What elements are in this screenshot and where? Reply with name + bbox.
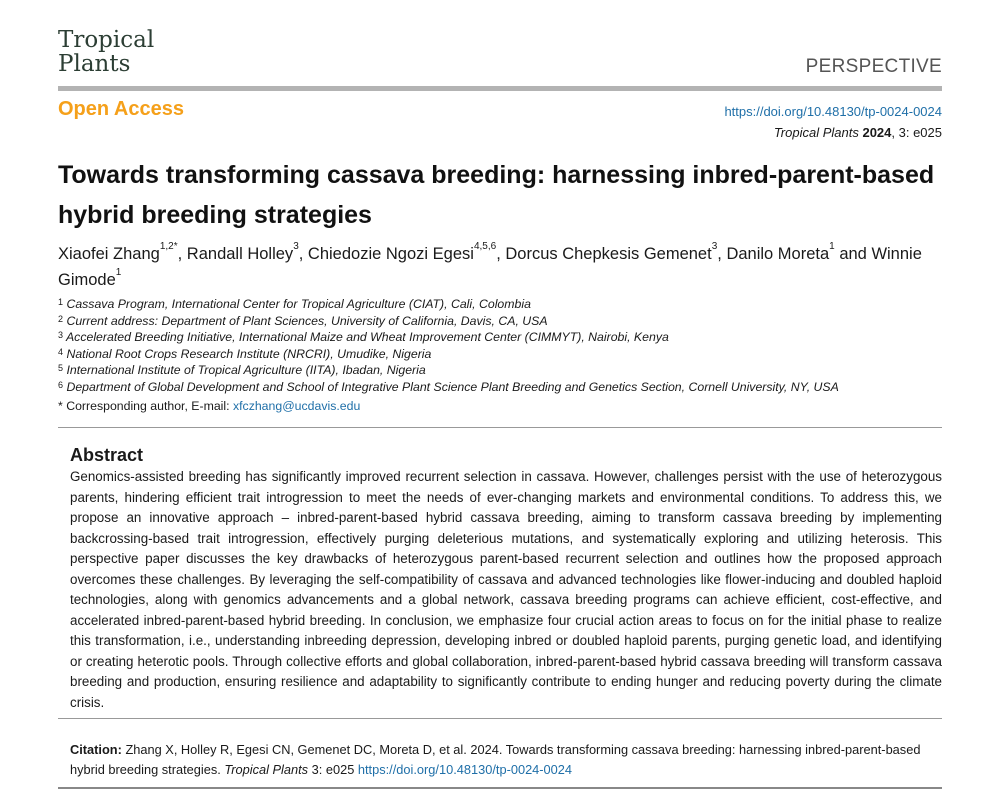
affiliation-item: 2 Current address: Department of Plant S… (58, 313, 942, 330)
citation-journal: Tropical Plants (224, 762, 309, 777)
affiliation-number: 1 (58, 297, 64, 307)
abstract-bottom-divider (58, 718, 942, 719)
author-name: Winnie Gimode (58, 245, 922, 289)
affiliation-item: 3 Accelerated Breeding Initiative, Inter… (58, 329, 942, 346)
citation-doi-link[interactable]: https://doi.org/10.48130/tp-0024-0024 (357, 762, 573, 777)
email-link[interactable]: xfczhang@ucdavis.edu (232, 398, 361, 413)
author-name: Chiedozie Ngozi Egesi (307, 245, 474, 263)
header-divider (58, 86, 942, 91)
affiliation-text: Accelerated Breeding Initiative, Interna… (65, 330, 669, 345)
affiliation-text: International Institute of Tropical Agri… (66, 363, 426, 378)
affiliations: 1 Cassava Program, International Center … (58, 296, 942, 414)
open-access-label: Open Access (58, 98, 184, 120)
logo-line: Plants (58, 51, 131, 77)
affiliation-number: 6 (58, 379, 64, 390)
author-name: Dorcus Chepkesis Gemenet (505, 245, 712, 263)
affiliation-text: Cassava Program, International Center fo… (66, 297, 531, 311)
year: 2024 (862, 125, 892, 140)
affiliation-item: 4 National Root Crops Research Institute… (58, 346, 942, 363)
affiliation-item: 5 International Institute of Tropical Ag… (58, 362, 942, 379)
citation-label: Citation: (70, 742, 122, 757)
corresponding-label: * Corresponding author, E-mail: (58, 398, 233, 413)
author-name: Xiaofei Zhang (58, 245, 160, 263)
affiliation-number: 2 (58, 313, 64, 324)
corresponding-author: * Corresponding author, E-mail: xfczhang… (58, 398, 942, 415)
author-list: Xiaofei Zhang1,2*, Randall Holley3, Chie… (58, 241, 922, 290)
author-affiliation-sup: 3 (711, 241, 718, 252)
author-affiliation-sup: 1 (829, 241, 835, 252)
journal-name: Tropical Plants (773, 125, 859, 140)
abstract-heading: Abstract (70, 445, 144, 465)
article-title: Towards transforming cassava breeding: h… (58, 161, 935, 229)
journal-logo: Tropical Plants (58, 28, 154, 76)
affiliation-number: 3 (58, 330, 64, 341)
abstract-text: Genomics-assisted breeding has significa… (70, 469, 942, 710)
affiliation-item: 6 Department of Global Development and S… (58, 379, 942, 396)
citation-text: Zhang X, Holley R, Egesi CN, Gemenet DC,… (70, 742, 921, 777)
author-name: Randall Holley (186, 245, 294, 263)
volume: , 3: e025 (891, 125, 942, 140)
author-affiliation-sup: 1,2* (159, 241, 178, 252)
affiliation-number: 5 (58, 363, 64, 374)
article-type: PERSPECTIVE (805, 56, 942, 77)
logo-line: Tropical (58, 27, 155, 53)
journal-reference: Tropical Plants 2024, 3: e025 (774, 125, 942, 140)
author-affiliation-sup: 1 (115, 267, 122, 278)
affiliation-text: Current address: Department of Plant Sci… (66, 313, 548, 328)
doi-link[interactable]: https://doi.org/10.48130/tp-0024-0024 (724, 104, 942, 119)
author-affiliation-sup: 3 (293, 241, 299, 252)
citation: Citation: Zhang X, Holley R, Egesi CN, G… (70, 740, 942, 780)
footer-divider (58, 787, 942, 789)
affiliation-number: 4 (58, 346, 64, 357)
affiliation-text: National Root Crops Research Institute (… (66, 346, 432, 361)
author-name: Danilo Moreta (726, 245, 830, 263)
authors-and: and (839, 245, 867, 263)
author-affiliation-sup: 4,5,6 (473, 241, 497, 252)
abstract-top-divider (58, 427, 942, 428)
affiliation-text: Department of Global Development and Sch… (66, 379, 839, 394)
citation-volume: 3: e025 (308, 762, 358, 777)
affiliation-item: 1 Cassava Program, International Center … (58, 296, 942, 313)
